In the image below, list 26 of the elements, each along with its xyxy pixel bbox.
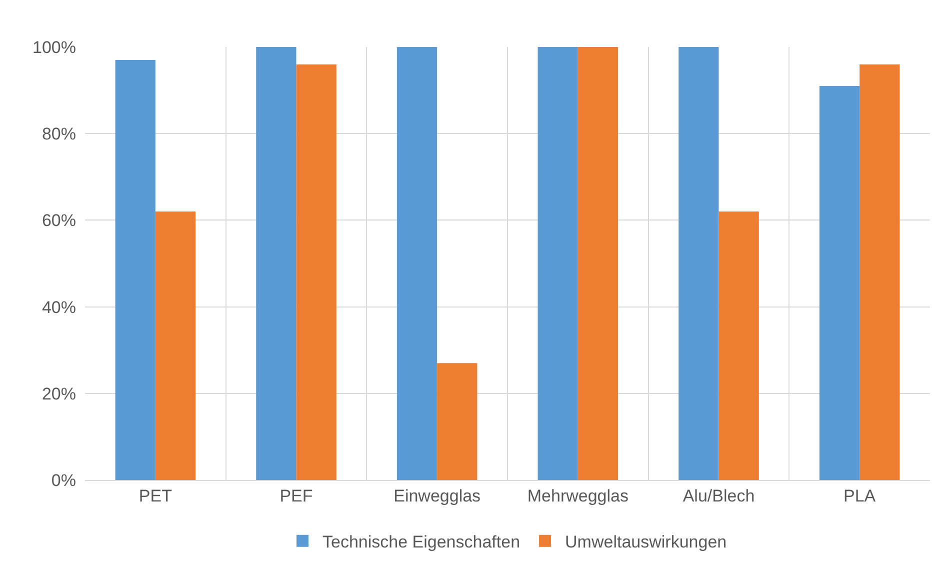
bar — [678, 47, 719, 480]
x-tick-label: PEF — [280, 486, 313, 506]
x-tick-label: PLA — [844, 486, 876, 506]
bar — [860, 64, 900, 480]
y-tick-label: 80% — [42, 124, 76, 144]
y-tick-label: 100% — [32, 38, 76, 57]
bar — [115, 60, 156, 480]
bar — [538, 47, 578, 480]
bar — [396, 47, 438, 480]
legend-label: Technische Eigenschaften — [322, 532, 520, 552]
legend-label: Umweltauswirkungen — [565, 532, 727, 552]
y-tick-label: 60% — [42, 211, 76, 230]
bar — [256, 47, 296, 480]
x-tick-label: PET — [138, 486, 172, 506]
y-tick-label: 20% — [42, 384, 76, 404]
bar — [155, 212, 196, 480]
y-tick-label: 40% — [42, 298, 76, 317]
x-tick-label: Alu/Blech — [682, 486, 755, 506]
bar — [819, 86, 860, 480]
x-tick-label: Einwegglas — [394, 486, 481, 506]
x-tick-label: Mehrwegglas — [527, 486, 628, 506]
bar — [578, 47, 618, 480]
bar — [437, 363, 478, 480]
y-tick-label: 0% — [51, 470, 76, 490]
bar — [718, 212, 759, 480]
bar — [296, 64, 336, 480]
